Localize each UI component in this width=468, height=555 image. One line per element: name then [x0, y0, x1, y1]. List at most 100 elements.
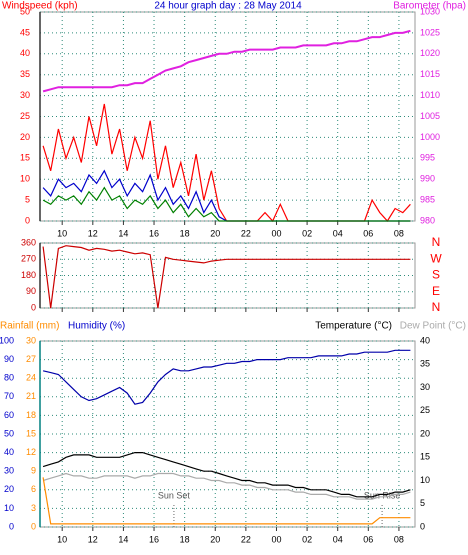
y2-tick-label: 5	[420, 498, 425, 508]
y-tick-label: 0	[25, 215, 30, 225]
y2-tick-label: 25	[420, 405, 430, 415]
x-tick-label: 14	[118, 534, 128, 544]
dew-label: Dew Point (°C)	[400, 321, 466, 332]
y-tick-label: 35	[20, 69, 30, 79]
x-tick-label: 06	[363, 228, 373, 238]
y2-tick-label: 0	[420, 521, 425, 531]
y2-label: Barometer (hpa)	[393, 1, 466, 12]
y-tick-label: 360	[21, 237, 36, 247]
x-tick-label: 20	[210, 534, 220, 544]
y3-tick-label: 18	[26, 410, 36, 420]
x-tick-label: 08	[394, 534, 404, 544]
y2-label: Temperature (°C)	[315, 321, 392, 332]
y-tick-label: 50	[20, 6, 30, 16]
series-line	[42, 186, 411, 222]
x-tick-label: 14	[118, 228, 128, 238]
x-tick-label: 00	[271, 534, 281, 544]
y-tick-label: 15	[20, 153, 30, 163]
y-tick-label: 100	[0, 335, 14, 345]
x-tick-label: 04	[333, 534, 343, 544]
y-tick-label: 0	[31, 302, 36, 312]
y2-tick-label: 980	[420, 215, 435, 225]
y-tick-label: 60	[4, 410, 14, 420]
x-tick-label: 02	[302, 228, 312, 238]
y-tick-label: 40	[4, 447, 14, 457]
y3-tick-label: 27	[26, 354, 36, 364]
y2-tick-label: 1020	[420, 48, 440, 58]
y-tick-label: 70	[4, 391, 14, 401]
y-tick-label: 90	[26, 286, 36, 296]
y3-tick-label: 21	[26, 391, 36, 401]
y2-tick-label: 1000	[420, 132, 440, 142]
x-tick-label: 08	[394, 228, 404, 238]
y3-label: Rainfall (mm)	[0, 321, 59, 332]
x-tick-label: 18	[180, 534, 190, 544]
y2-tick-label: 30	[420, 382, 430, 392]
y-tick-label: 10	[20, 174, 30, 184]
x-tick-label: 16	[149, 228, 159, 238]
series-line	[42, 477, 411, 525]
x-tick-label: 00	[271, 228, 281, 238]
y-tick-label: 90	[4, 354, 14, 364]
x-tick-label: 18	[180, 228, 190, 238]
y-tick-label: 10	[4, 503, 14, 513]
y-tick-label: 20	[4, 484, 14, 494]
x-tick-label: 02	[302, 534, 312, 544]
y-tick-label: 45	[20, 27, 30, 37]
y3-tick-label: 12	[26, 447, 36, 457]
y-tick-label: 30	[20, 90, 30, 100]
series-line	[42, 29, 411, 93]
y3-tick-label: 3	[31, 503, 36, 513]
y-tick-label: 50	[4, 428, 14, 438]
y3-tick-label: 6	[31, 484, 36, 494]
y-tick-label: 25	[20, 111, 30, 121]
x-tick-label: 22	[241, 228, 251, 238]
y2-tick-label: 995	[420, 153, 435, 163]
y2-tick-label: 1030	[420, 6, 440, 16]
y-tick-label: 30	[4, 466, 14, 476]
y-tick-label: 180	[21, 270, 36, 280]
x-tick-label: 16	[149, 534, 159, 544]
y2-tick-label: W	[430, 251, 442, 265]
y-tick-label: 20	[20, 132, 30, 142]
y3-tick-label: 30	[26, 335, 36, 345]
y2-tick-label: S	[432, 268, 440, 282]
series-line	[42, 245, 411, 309]
x-tick-label: 06	[363, 534, 373, 544]
y2-tick-label: 20	[420, 428, 430, 438]
x-tick-label: 12	[88, 534, 98, 544]
x-tick-label: 20	[210, 228, 220, 238]
y2-tick-label: 1010	[420, 90, 440, 100]
x-tick-label: 10	[57, 228, 67, 238]
y3-tick-label: 24	[26, 373, 36, 383]
series-line	[42, 349, 411, 405]
y3-tick-label: 15	[26, 428, 36, 438]
y2-tick-label: 35	[420, 359, 430, 369]
x-tick-label: 12	[88, 228, 98, 238]
y-tick-label: 5	[25, 194, 30, 204]
y-tick-label: 80	[4, 373, 14, 383]
annotation: Sun Rise	[364, 490, 401, 500]
chart-title: 24 hour graph day : 28 May 2014	[154, 1, 302, 12]
y-tick-label: 270	[21, 254, 36, 264]
y3-tick-label: 0	[31, 521, 36, 531]
series-line	[42, 472, 411, 500]
y-tick-label: 0	[9, 521, 14, 531]
y-label: Humidity (%)	[68, 321, 125, 332]
y2-tick-label: N	[432, 235, 441, 249]
y2-tick-label: 1005	[420, 111, 440, 121]
y2-tick-label: 985	[420, 194, 435, 204]
x-tick-label: 04	[333, 228, 343, 238]
y2-tick-label: 990	[420, 174, 435, 184]
y2-tick-label: 10	[420, 475, 430, 485]
y3-tick-label: 9	[31, 466, 36, 476]
y2-tick-label: N	[432, 300, 441, 314]
y2-tick-label: E	[432, 284, 440, 298]
y2-tick-label: 40	[420, 335, 430, 345]
series-line	[42, 452, 411, 498]
y2-tick-label: 15	[420, 452, 430, 462]
y2-tick-label: 1015	[420, 69, 440, 79]
y-label: Windspeed (kph)	[2, 1, 78, 12]
